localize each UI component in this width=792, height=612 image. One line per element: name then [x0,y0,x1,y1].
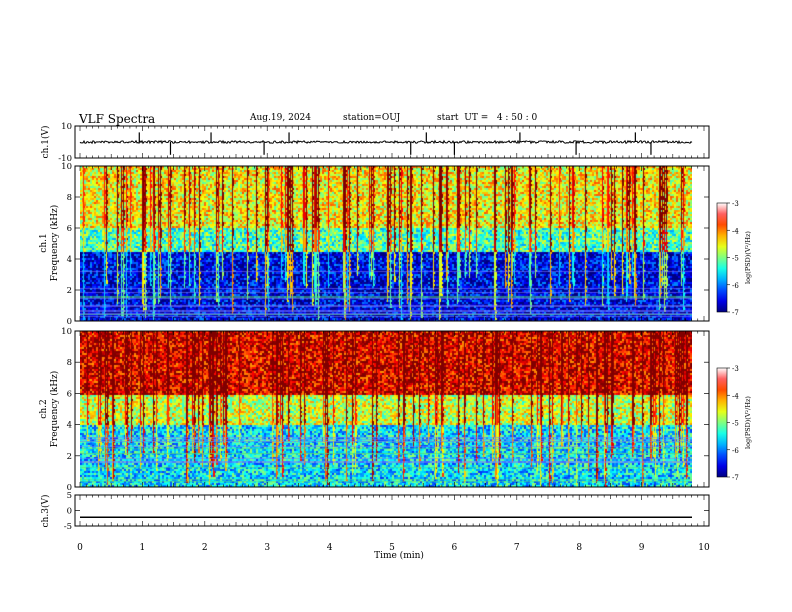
y-tick-label: 0 [67,317,72,327]
y-tick-label: -5 [64,522,72,532]
y-tick-label: 8 [67,193,72,203]
x-tick-label: 7 [514,543,520,553]
x-tick-label: 8 [576,543,582,553]
spectrogram-canvas [80,331,692,487]
ch1-colorbar [716,202,728,313]
colorbar-tick-label: -5 [732,255,739,263]
ch1-colorbar-label: log(PSD)(V²/Hz) [744,231,752,284]
x-tick-label: 1 [140,543,146,553]
date-label: Aug.19, 2024 [250,113,311,123]
panel-frame [74,330,710,488]
ch1-waveform-line [79,139,693,145]
ch3-waveform-ylabel: ch.3(V) [40,495,51,528]
x-tick-label: 3 [264,543,270,553]
panel-frame [74,165,710,322]
ch2-spectrogram-image [80,331,692,487]
colorbar-tick-label: -7 [732,474,739,482]
y-tick-label: 10 [61,122,72,132]
y-tick-label: 5 [67,491,72,501]
x-tick-label: 10 [698,543,710,553]
colorbar-tick-label: -6 [732,282,739,290]
y-tick-label: 0 [67,507,72,517]
colorbar-tick-label: -3 [732,200,739,208]
ch2-colorbar-label: log(PSD)(V²/Hz) [744,396,752,449]
x-tick-label: 9 [639,543,645,553]
ch1-spectrogram-ch-label: ch.1 [39,233,49,252]
y-tick-label: 4 [67,255,72,265]
y-tick-label: 6 [67,224,72,234]
x-tick-label: 0 [77,543,83,553]
ch2-spectrogram-ch-label: ch.2 [39,399,49,418]
y-tick-label: 2 [67,286,72,296]
colorbar-tick-label: -3 [732,365,739,373]
y-tick-label: 2 [67,452,72,462]
y-tick-label: -10 [58,154,72,164]
figure-title: VLF Spectra [79,112,156,126]
y-tick-label: 8 [67,358,72,368]
y-tick-label: 4 [67,421,72,431]
spectrogram-canvas [80,166,692,321]
ch1-waveform-ylabel: ch.1(V) [40,126,51,159]
y-tick-label: 10 [61,162,72,172]
x-tick-label: 5 [389,543,395,553]
colorbar-tick-label: -5 [732,420,739,428]
y-tick-label: 0 [67,483,72,493]
ch2-colorbar [716,367,728,478]
ch2-spectrogram-ylabel: Frequency (kHz) [49,371,60,448]
x-tick-label: 2 [202,543,208,553]
ch1-spectrogram-image [80,166,692,321]
colorbar-tick-label: -7 [732,309,739,317]
colorbar-tick-label: -4 [732,392,739,400]
colorbar-tick-label: -6 [732,447,739,455]
y-tick-label: 6 [67,389,72,399]
ch1-spectrogram-ylabel: Frequency (kHz) [49,205,60,282]
start-time-label: start UT = 4 : 50 : 0 [437,113,538,123]
x-tick-label: 4 [327,543,333,553]
x-axis-label: Time (min) [374,550,424,561]
y-tick-label: 10 [61,327,72,337]
x-tick-label: 6 [452,543,458,553]
station-label: station=OUJ [343,113,401,123]
colorbar-tick-label: -4 [732,227,739,235]
